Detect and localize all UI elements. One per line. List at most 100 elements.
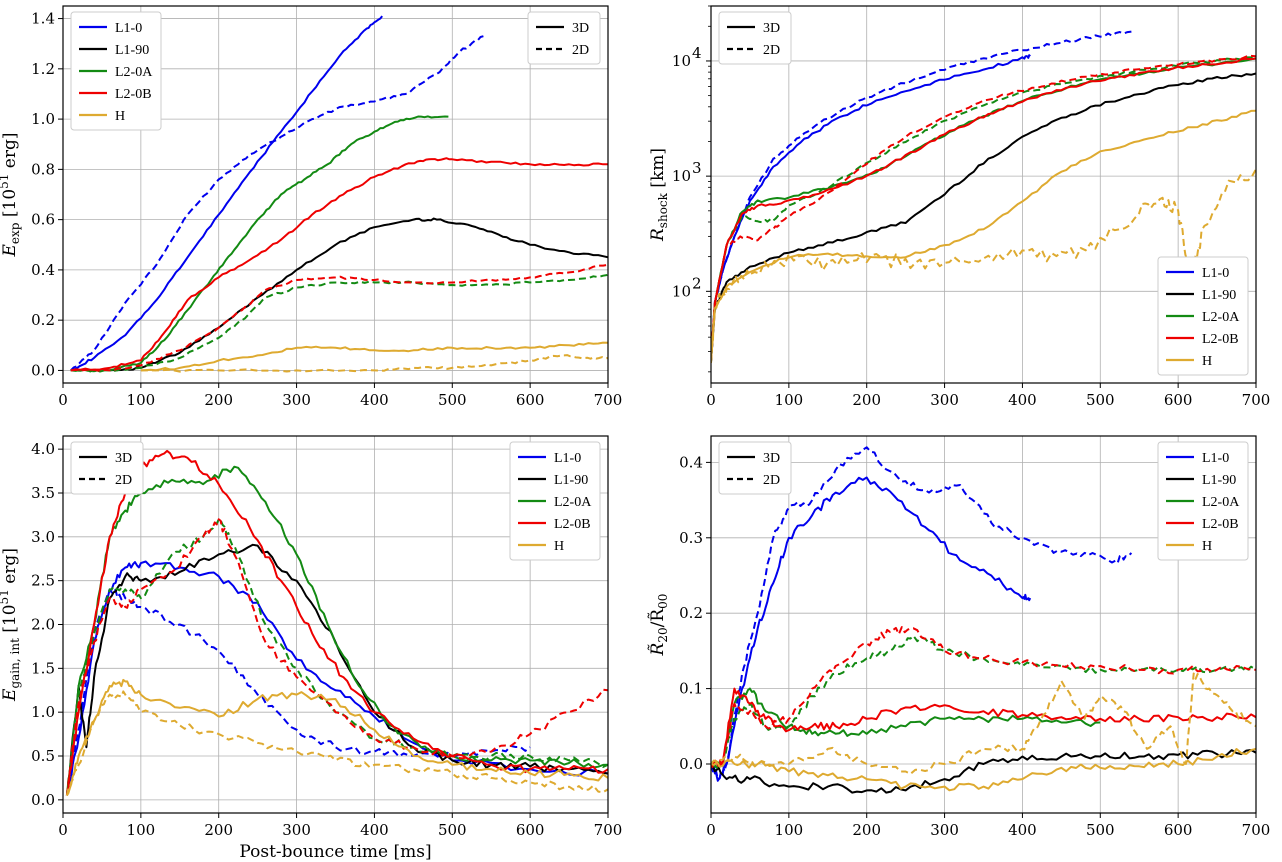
series-line-h-2d	[65, 690, 608, 796]
series-line-l1-0-3d	[70, 15, 383, 372]
x-tick-label: 600	[516, 821, 545, 839]
series-line-h-3d	[140, 341, 608, 372]
x-tick-label: 300	[930, 821, 959, 839]
legend-label: L1-90	[554, 473, 588, 488]
legend-series: L1-0 L1-90 L2-0A L2-0B H	[509, 441, 601, 561]
series-line-l2-0b-2d	[65, 518, 608, 796]
y-tick-label: 1.2	[31, 60, 55, 78]
legend-label: L1-0	[1202, 266, 1229, 281]
y-tick-label: 0.1	[679, 680, 703, 698]
legend-label: L1-90	[115, 43, 149, 58]
y-label-unit: [10	[0, 189, 20, 223]
chart-panel-3: 0 100 200 300 400 500 600 700 0.0 0.5 1.0 1.5 2.0 2.5…	[0, 435, 623, 862]
legend-label: H	[554, 539, 564, 554]
y-axis-label: Rshock [km]	[648, 148, 670, 242]
legend-label: 3D	[572, 21, 589, 36]
y-tick-label: 1.0	[31, 703, 55, 721]
x-tick-label: 0	[706, 821, 716, 839]
chart-panel-1: 0 100 200 300 400 500 600 700 0.0 0.2 0.4 0.6 0.8 1.0…	[0, 5, 622, 409]
x-tick-label: 200	[852, 391, 881, 409]
legend-box	[527, 11, 601, 65]
y-axis-label: R̃20/R̃00	[648, 594, 670, 657]
legend-box	[70, 441, 144, 495]
legend-label: L1-0	[115, 21, 142, 36]
series-line-l2-0a-2d	[65, 518, 608, 796]
x-tick-label: 100	[127, 391, 156, 409]
legend-box	[718, 441, 792, 495]
y-tick-exponent: 3	[692, 159, 702, 177]
series-line-l1-90-3d	[109, 217, 608, 372]
x-tick-label: 700	[594, 821, 623, 839]
y-axis-label: Eexp [1051 erg]	[0, 132, 22, 257]
series-line-l2-0b-3d	[711, 57, 1256, 361]
x-tick-label: 500	[438, 391, 467, 409]
series-line-l2-0b-3d	[70, 157, 608, 372]
axes-frame	[710, 435, 1257, 814]
series-group	[65, 449, 608, 797]
x-tick-label: 600	[516, 391, 545, 409]
y-tick-label: 0.5	[31, 747, 55, 765]
series-line-l2-0b-3d	[711, 687, 1256, 768]
legend-label: L2-0A	[1202, 310, 1240, 325]
y-tick-label: 10	[672, 52, 691, 70]
legend-label: H	[1202, 354, 1212, 369]
y-tick-label: 3.5	[31, 484, 55, 502]
legend-label: L1-0	[554, 451, 581, 466]
x-tick-label: 500	[1086, 821, 1115, 839]
legend-label: L1-90	[1202, 288, 1236, 303]
y-tick-label: 0.0	[31, 361, 55, 379]
legend-label: L2-0B	[1202, 517, 1239, 532]
legend-label: H	[1202, 539, 1212, 554]
axes-frame	[62, 5, 609, 384]
series-line-l1-90-3d	[711, 749, 1256, 794]
axes-frame	[62, 435, 609, 814]
y-tick-label: 2.5	[31, 572, 55, 590]
legend-label: L2-0B	[1202, 332, 1239, 347]
x-tick-label: 400	[360, 821, 389, 839]
legend-label: 3D	[763, 451, 780, 466]
series-line-h-2d	[711, 672, 1256, 775]
y-tick-label: 0.0	[679, 755, 703, 773]
y-label-exponent: 51	[0, 174, 11, 189]
y-tick-label: 1.5	[31, 659, 55, 677]
legend-label: 2D	[763, 43, 780, 58]
x-tick-label: 600	[1164, 821, 1193, 839]
y-tick-label: 0.6	[31, 211, 55, 229]
x-tick-label: 100	[127, 821, 156, 839]
series-group	[711, 30, 1256, 364]
y-label-sub: 20	[656, 627, 670, 642]
y-tick-label: 0.2	[679, 604, 703, 622]
y-tick-label: 0.4	[679, 453, 703, 471]
x-tick-label: 100	[775, 391, 804, 409]
series-line-l1-0-2d	[70, 35, 484, 372]
y-tick-label: 3.0	[31, 528, 55, 546]
legend-label: L1-0	[1202, 451, 1229, 466]
y-tick-label: 1.4	[31, 10, 55, 28]
x-tick-label: 300	[930, 391, 959, 409]
legend-box	[1157, 441, 1249, 561]
series-line-l2-0a-3d	[70, 115, 449, 373]
x-tick-label: 200	[852, 821, 881, 839]
series-line-l1-90-3d	[711, 72, 1256, 362]
legend-series: L1-0 L1-90 L2-0A L2-0B H	[70, 11, 162, 131]
x-tick-label: 200	[204, 821, 233, 839]
legend-label: L2-0A	[1202, 495, 1240, 510]
x-tick-label: 700	[1242, 391, 1271, 409]
x-tick-label: 200	[204, 391, 233, 409]
series-line-l1-0-2d	[711, 446, 1133, 781]
y-tick-label: 2.0	[31, 616, 55, 634]
legend-box	[70, 11, 162, 131]
y-label-sub2: 00	[656, 594, 670, 609]
legend-box	[509, 441, 601, 561]
legend-label: 2D	[115, 473, 132, 488]
y-tick-label: 4.0	[31, 440, 55, 458]
y-label-sub: shock	[656, 192, 670, 228]
series-line-h-3d	[66, 678, 608, 797]
series-line-l1-0-2d	[711, 30, 1132, 360]
y-label-main: E	[0, 688, 20, 702]
legend-series: L1-0 L1-90 L2-0A L2-0B H	[1157, 441, 1249, 561]
